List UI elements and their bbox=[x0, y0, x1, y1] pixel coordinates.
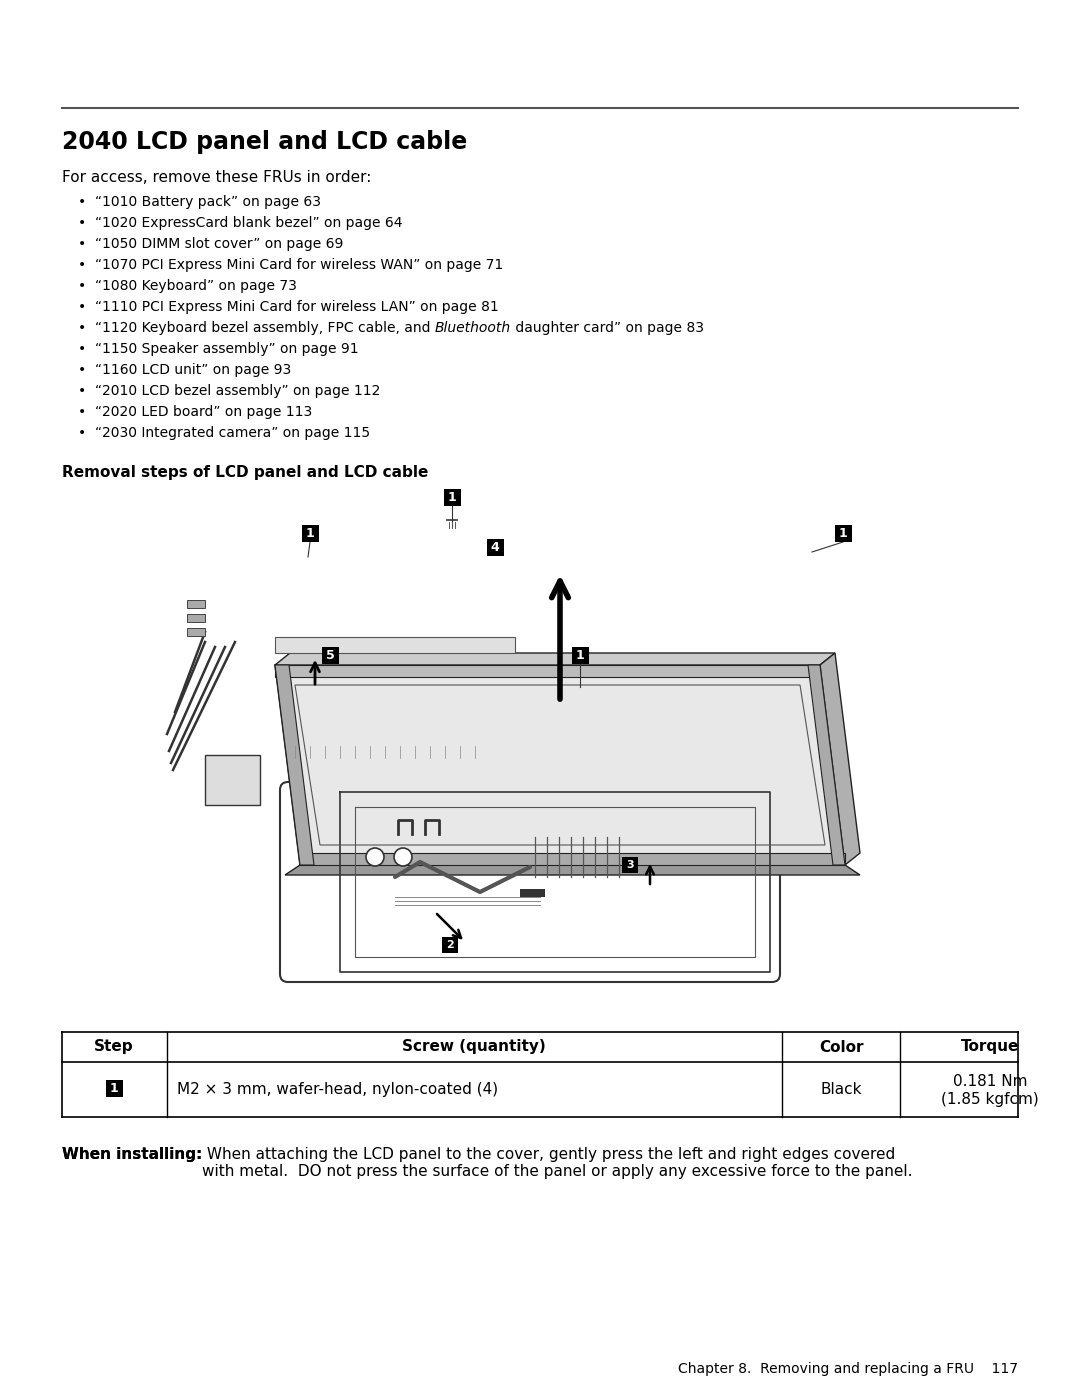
Text: 1: 1 bbox=[110, 1083, 119, 1095]
Polygon shape bbox=[300, 854, 845, 865]
Bar bbox=[442, 937, 458, 953]
Text: •: • bbox=[78, 342, 86, 356]
Text: When installing:: When installing: bbox=[62, 1147, 202, 1162]
Text: M2 × 3 mm, wafer-head, nylon-coated (4): M2 × 3 mm, wafer-head, nylon-coated (4) bbox=[177, 1083, 498, 1097]
Bar bbox=[622, 856, 638, 873]
Text: •: • bbox=[78, 426, 86, 440]
Text: Chapter 8.  Removing and replacing a FRU    117: Chapter 8. Removing and replacing a FRU … bbox=[678, 1362, 1018, 1376]
Text: Torque: Torque bbox=[961, 1039, 1020, 1055]
Text: •: • bbox=[78, 279, 86, 293]
Text: •: • bbox=[78, 384, 86, 398]
Text: 3: 3 bbox=[626, 861, 634, 870]
Text: daughter card” on page 83: daughter card” on page 83 bbox=[511, 321, 704, 335]
Bar bbox=[301, 525, 319, 542]
Text: “1010 Battery pack” on page 63: “1010 Battery pack” on page 63 bbox=[95, 196, 321, 210]
Polygon shape bbox=[275, 665, 845, 865]
Text: For access, remove these FRUs in order:: For access, remove these FRUs in order: bbox=[62, 170, 372, 184]
Text: 1: 1 bbox=[576, 650, 584, 662]
Polygon shape bbox=[820, 652, 860, 865]
Text: Black: Black bbox=[820, 1083, 862, 1097]
Text: •: • bbox=[78, 405, 86, 419]
Circle shape bbox=[394, 848, 411, 866]
Text: 0.181 Nm: 0.181 Nm bbox=[953, 1074, 1027, 1090]
Bar bbox=[187, 615, 205, 622]
Text: Bluethooth: Bluethooth bbox=[435, 321, 511, 335]
Bar bbox=[519, 888, 545, 897]
Bar bbox=[444, 489, 460, 506]
Text: Color: Color bbox=[819, 1039, 863, 1055]
Text: 1: 1 bbox=[447, 490, 457, 504]
Bar bbox=[187, 629, 205, 636]
Text: 4: 4 bbox=[490, 541, 499, 555]
Text: When attaching the LCD panel to the cover, gently press the left and right edges: When attaching the LCD panel to the cove… bbox=[202, 1147, 913, 1179]
Text: “1110 PCI Express Mini Card for wireless LAN” on page 81: “1110 PCI Express Mini Card for wireless… bbox=[95, 300, 499, 314]
Bar bbox=[106, 1080, 122, 1097]
Text: •: • bbox=[78, 217, 86, 231]
Text: (1.85 kgfcm): (1.85 kgfcm) bbox=[941, 1092, 1039, 1106]
Text: “1020 ExpressCard blank bezel” on page 64: “1020 ExpressCard blank bezel” on page 6… bbox=[95, 217, 403, 231]
Text: •: • bbox=[78, 237, 86, 251]
Text: “1160 LCD unit” on page 93: “1160 LCD unit” on page 93 bbox=[95, 363, 292, 377]
Text: “1080 Keyboard” on page 73: “1080 Keyboard” on page 73 bbox=[95, 279, 297, 293]
Text: “1050 DIMM slot cover” on page 69: “1050 DIMM slot cover” on page 69 bbox=[95, 237, 343, 251]
Text: “2010 LCD bezel assembly” on page 112: “2010 LCD bezel assembly” on page 112 bbox=[95, 384, 380, 398]
Text: 1: 1 bbox=[306, 527, 314, 541]
Text: 2040 LCD panel and LCD cable: 2040 LCD panel and LCD cable bbox=[62, 130, 468, 154]
Bar bbox=[322, 647, 338, 664]
Text: •: • bbox=[78, 196, 86, 210]
Polygon shape bbox=[205, 754, 260, 805]
Text: 1: 1 bbox=[839, 527, 848, 541]
Text: “2030 Integrated camera” on page 115: “2030 Integrated camera” on page 115 bbox=[95, 426, 370, 440]
Polygon shape bbox=[275, 637, 515, 652]
Text: •: • bbox=[78, 258, 86, 272]
Text: 5: 5 bbox=[326, 650, 335, 662]
Text: “1070 PCI Express Mini Card for wireless WAN” on page 71: “1070 PCI Express Mini Card for wireless… bbox=[95, 258, 503, 272]
Bar bbox=[835, 525, 851, 542]
Polygon shape bbox=[275, 652, 835, 665]
Text: •: • bbox=[78, 300, 86, 314]
Text: Screw (quantity): Screw (quantity) bbox=[402, 1039, 545, 1055]
Text: 2: 2 bbox=[446, 940, 454, 950]
Text: “2020 LED board” on page 113: “2020 LED board” on page 113 bbox=[95, 405, 312, 419]
Polygon shape bbox=[808, 665, 845, 865]
Circle shape bbox=[366, 848, 384, 866]
Text: When installing:: When installing: bbox=[62, 1147, 202, 1162]
Text: “1120 Keyboard bezel assembly, FPC cable, and: “1120 Keyboard bezel assembly, FPC cable… bbox=[95, 321, 435, 335]
Text: •: • bbox=[78, 321, 86, 335]
Text: Removal steps of LCD panel and LCD cable: Removal steps of LCD panel and LCD cable bbox=[62, 465, 429, 481]
Polygon shape bbox=[275, 665, 820, 678]
Text: Step: Step bbox=[94, 1039, 134, 1055]
Polygon shape bbox=[285, 865, 860, 875]
Bar bbox=[187, 599, 205, 608]
Text: “1150 Speaker assembly” on page 91: “1150 Speaker assembly” on page 91 bbox=[95, 342, 359, 356]
Text: •: • bbox=[78, 363, 86, 377]
Bar bbox=[571, 647, 589, 664]
Bar bbox=[486, 539, 503, 556]
FancyBboxPatch shape bbox=[280, 782, 780, 982]
Polygon shape bbox=[275, 665, 314, 865]
